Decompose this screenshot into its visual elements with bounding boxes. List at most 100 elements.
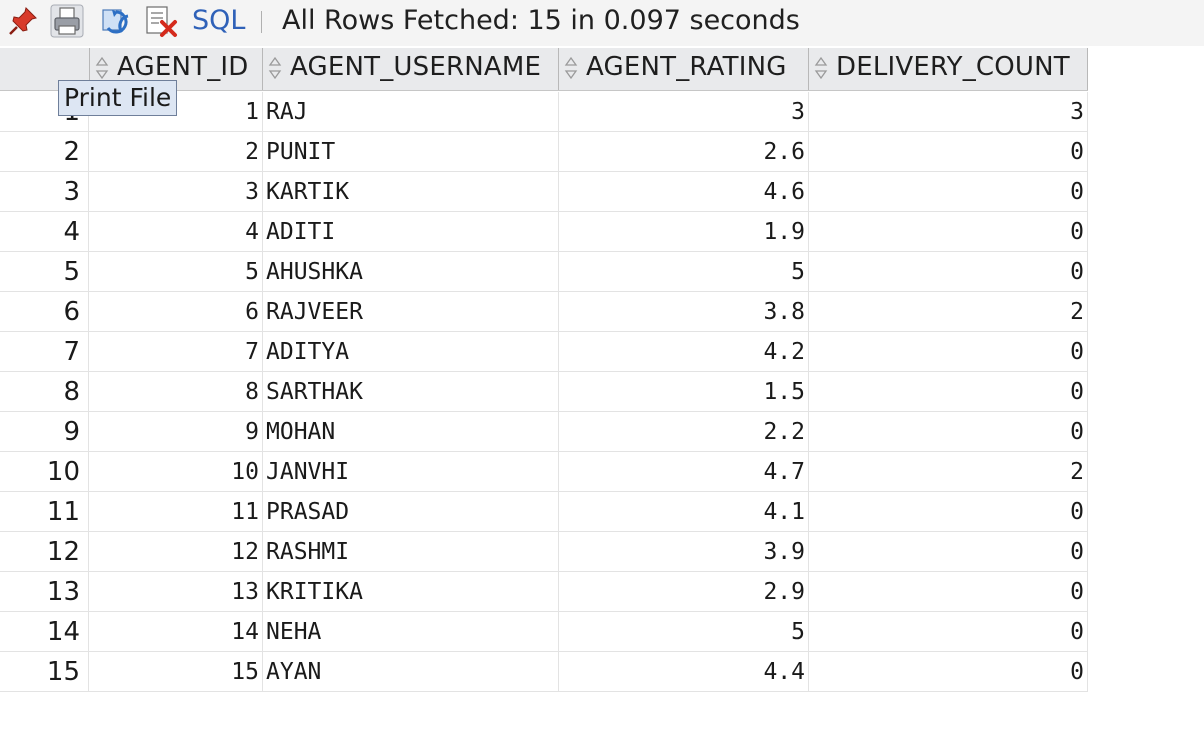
cell-agent-username[interactable]: NEHA bbox=[263, 612, 559, 652]
cell-agent-id[interactable]: 4 bbox=[89, 212, 263, 252]
row-number: 5 bbox=[0, 252, 89, 292]
cell-agent-id[interactable]: 5 bbox=[89, 252, 263, 292]
pin-icon[interactable] bbox=[6, 4, 40, 38]
column-header-delivery-count[interactable]: DELIVERY_COUNT bbox=[808, 48, 1088, 90]
cell-agent-username[interactable]: PRASAD bbox=[263, 492, 559, 532]
cell-delivery-count[interactable]: 0 bbox=[809, 572, 1088, 612]
table-row[interactable]: 8 8 SARTHAK 1.5 0 bbox=[0, 372, 1088, 412]
cell-agent-rating[interactable]: 3.9 bbox=[559, 532, 809, 572]
sort-icon[interactable] bbox=[95, 57, 109, 79]
cell-delivery-count[interactable]: 0 bbox=[809, 372, 1088, 412]
table-row[interactable]: 11 11 PRASAD 4.1 0 bbox=[0, 492, 1088, 532]
cell-agent-rating[interactable]: 1.5 bbox=[559, 372, 809, 412]
cell-agent-id[interactable]: 15 bbox=[89, 652, 263, 692]
cell-delivery-count[interactable]: 0 bbox=[809, 132, 1088, 172]
cell-agent-username[interactable]: RAJVEER bbox=[263, 292, 559, 332]
table-row[interactable]: 6 6 RAJVEER 3.8 2 bbox=[0, 292, 1088, 332]
cell-delivery-count[interactable]: 0 bbox=[809, 412, 1088, 452]
cell-agent-username[interactable]: AHUSHKA bbox=[263, 252, 559, 292]
cell-agent-id[interactable]: 1 bbox=[89, 92, 263, 132]
table-row[interactable]: 13 13 KRITIKA 2.9 0 bbox=[0, 572, 1088, 612]
cell-agent-id[interactable]: 9 bbox=[89, 412, 263, 452]
cell-delivery-count[interactable]: 3 bbox=[809, 92, 1088, 132]
cell-agent-id[interactable]: 12 bbox=[89, 532, 263, 572]
sort-icon[interactable] bbox=[268, 57, 282, 79]
cell-delivery-count[interactable]: 0 bbox=[809, 332, 1088, 372]
cell-agent-rating[interactable]: 4.4 bbox=[559, 652, 809, 692]
column-title: AGENT_RATING bbox=[586, 52, 787, 82]
cell-agent-username[interactable]: RASHMI bbox=[263, 532, 559, 572]
cell-delivery-count[interactable]: 0 bbox=[809, 172, 1088, 212]
row-number: 13 bbox=[0, 572, 89, 612]
table-row[interactable]: 12 12 RASHMI 3.9 0 bbox=[0, 532, 1088, 572]
cell-agent-rating[interactable]: 2.9 bbox=[559, 572, 809, 612]
cell-agent-id[interactable]: 10 bbox=[89, 452, 263, 492]
table-row[interactable]: 3 3 KARTIK 4.6 0 bbox=[0, 172, 1088, 212]
refresh-icon[interactable] bbox=[100, 4, 134, 38]
cell-delivery-count[interactable]: 0 bbox=[809, 212, 1088, 252]
cell-agent-rating[interactable]: 2.6 bbox=[559, 132, 809, 172]
cell-agent-rating[interactable]: 4.2 bbox=[559, 332, 809, 372]
row-number: 4 bbox=[0, 212, 89, 252]
cell-agent-username[interactable]: KRITIKA bbox=[263, 572, 559, 612]
cell-agent-id[interactable]: 7 bbox=[89, 332, 263, 372]
column-title: AGENT_USERNAME bbox=[290, 52, 542, 82]
cell-agent-username[interactable]: SARTHAK bbox=[263, 372, 559, 412]
cell-delivery-count[interactable]: 2 bbox=[809, 292, 1088, 332]
cell-agent-id[interactable]: 13 bbox=[89, 572, 263, 612]
print-icon[interactable] bbox=[50, 4, 84, 38]
table-row[interactable]: 14 14 NEHA 5 0 bbox=[0, 612, 1088, 652]
cell-agent-rating[interactable]: 5 bbox=[559, 612, 809, 652]
cell-agent-username[interactable]: AYAN bbox=[263, 652, 559, 692]
cell-agent-id[interactable]: 6 bbox=[89, 292, 263, 332]
cell-agent-id[interactable]: 11 bbox=[89, 492, 263, 532]
cell-agent-rating[interactable]: 4.1 bbox=[559, 492, 809, 532]
results-toolbar: SQL All Rows Fetched: 15 in 0.097 second… bbox=[0, 0, 1204, 46]
cell-agent-id[interactable]: 8 bbox=[89, 372, 263, 412]
table-row[interactable]: 2 2 PUNIT 2.6 0 bbox=[0, 132, 1088, 172]
cell-agent-username[interactable]: ADITI bbox=[263, 212, 559, 252]
cell-agent-rating[interactable]: 3.8 bbox=[559, 292, 809, 332]
cell-agent-rating[interactable]: 1.9 bbox=[559, 212, 809, 252]
cell-agent-username[interactable]: JANVHI bbox=[263, 452, 559, 492]
cell-agent-username[interactable]: KARTIK bbox=[263, 172, 559, 212]
cell-agent-username[interactable]: RAJ bbox=[263, 92, 559, 132]
cell-delivery-count[interactable]: 0 bbox=[809, 492, 1088, 532]
cell-agent-id[interactable]: 14 bbox=[89, 612, 263, 652]
table-row[interactable]: 10 10 JANVHI 4.7 2 bbox=[0, 452, 1088, 492]
cell-agent-rating[interactable]: 3 bbox=[559, 92, 809, 132]
sql-link[interactable]: SQL bbox=[192, 5, 246, 36]
export-icon[interactable] bbox=[144, 4, 178, 38]
table-row[interactable]: 7 7 ADITYA 4.2 0 bbox=[0, 332, 1088, 372]
toolbar-separator bbox=[261, 11, 262, 33]
row-number: 11 bbox=[0, 492, 89, 532]
table-row[interactable]: 4 4 ADITI 1.9 0 bbox=[0, 212, 1088, 252]
cell-agent-username[interactable]: ADITYA bbox=[263, 332, 559, 372]
table-row[interactable]: 5 5 AHUSHKA 5 0 bbox=[0, 252, 1088, 292]
cell-agent-id[interactable]: 2 bbox=[89, 132, 263, 172]
column-header-agent-username[interactable]: AGENT_USERNAME bbox=[262, 48, 559, 90]
cell-agent-id[interactable]: 3 bbox=[89, 172, 263, 212]
table-row[interactable]: 15 15 AYAN 4.4 0 bbox=[0, 652, 1088, 692]
cell-delivery-count[interactable]: 2 bbox=[809, 452, 1088, 492]
sort-icon[interactable] bbox=[814, 57, 828, 79]
cell-delivery-count[interactable]: 0 bbox=[809, 652, 1088, 692]
cell-agent-username[interactable]: PUNIT bbox=[263, 132, 559, 172]
row-number: 12 bbox=[0, 532, 89, 572]
cell-agent-rating[interactable]: 2.2 bbox=[559, 412, 809, 452]
cell-delivery-count[interactable]: 0 bbox=[809, 252, 1088, 292]
table-row[interactable]: 9 9 MOHAN 2.2 0 bbox=[0, 412, 1088, 452]
grid-header: AGENT_ID AGENT_USERNAME AGENT_RATING DEL… bbox=[0, 46, 1204, 91]
print-file-tooltip: Print File bbox=[58, 80, 178, 116]
cell-agent-rating[interactable]: 4.7 bbox=[559, 452, 809, 492]
cell-agent-rating[interactable]: 4.6 bbox=[559, 172, 809, 212]
row-number: 6 bbox=[0, 292, 89, 332]
column-header-agent-rating[interactable]: AGENT_RATING bbox=[558, 48, 809, 90]
sort-icon[interactable] bbox=[564, 57, 578, 79]
cell-delivery-count[interactable]: 0 bbox=[809, 532, 1088, 572]
cell-agent-rating[interactable]: 5 bbox=[559, 252, 809, 292]
column-title: DELIVERY_COUNT bbox=[836, 52, 1070, 82]
row-number: 7 bbox=[0, 332, 89, 372]
cell-delivery-count[interactable]: 0 bbox=[809, 612, 1088, 652]
cell-agent-username[interactable]: MOHAN bbox=[263, 412, 559, 452]
